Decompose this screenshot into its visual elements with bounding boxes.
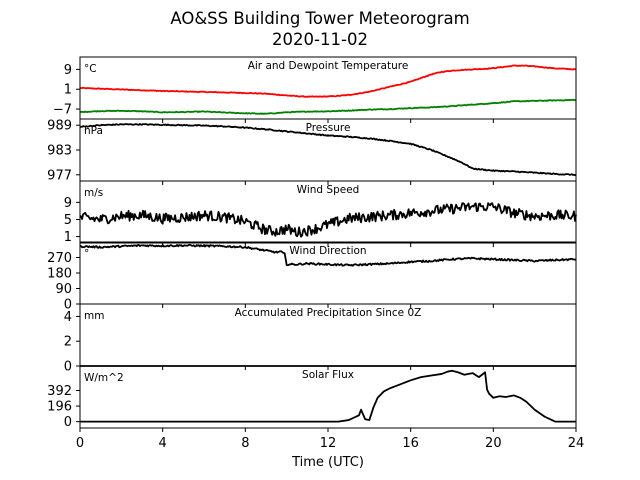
- y-tick-label: 1: [64, 83, 72, 98]
- panel-unit: °: [84, 248, 89, 260]
- panel-unit: m/s: [84, 187, 103, 199]
- x-tick-label: 20: [485, 436, 502, 451]
- y-tick-label: 0: [64, 360, 72, 375]
- chart-title: AO&SS Building Tower Meteorogram: [170, 9, 469, 28]
- x-tick-label: 0: [76, 436, 84, 451]
- x-tick-label: 8: [241, 436, 249, 451]
- y-tick-label: 977: [47, 168, 72, 183]
- y-tick-label: 90: [55, 282, 72, 297]
- y-tick-label: 270: [47, 251, 72, 266]
- panel-title: Pressure: [306, 122, 351, 134]
- series-line-pres: [79, 123, 577, 177]
- y-tick-label: 4: [64, 310, 72, 325]
- y-tick-label: 180: [47, 267, 72, 282]
- panel-title: Accumulated Precipitation Since 0Z: [235, 307, 422, 319]
- panel-title: Air and Dewpoint Temperature: [248, 60, 409, 72]
- x-tick-label: 24: [568, 436, 585, 451]
- panel-5: 0 2 4 Accumulated Precipitation Since 0Z mm: [64, 303, 577, 375]
- y-tick-label: −7: [53, 103, 72, 118]
- series-line-wd: [79, 243, 577, 267]
- y-tick-label: 0: [64, 415, 72, 430]
- x-tick-label: 16: [402, 436, 419, 451]
- chart-subtitle: 2020-11-02: [272, 30, 368, 49]
- y-tick-label: 0: [64, 298, 72, 313]
- y-tick-label: 196: [47, 400, 72, 415]
- x-axis: 0 4 8 12 16 20 24: [76, 436, 584, 451]
- panel-1: −7 1 9 Air and Dewpoint Temperature °C: [53, 56, 577, 123]
- y-tick-label: 989: [47, 119, 72, 134]
- y-tick-label: 5: [64, 213, 72, 228]
- series-line-air: [79, 64, 577, 98]
- y-tick-label: 1: [64, 230, 72, 245]
- series-line-ws: [79, 202, 577, 238]
- x-tick-label: 12: [320, 436, 337, 451]
- x-axis-label: Time (UTC): [291, 455, 364, 470]
- y-tick-label: 9: [64, 63, 72, 78]
- y-tick-label: 9: [64, 196, 72, 211]
- y-tick-label: 392: [47, 384, 72, 399]
- panel-unit: hPa: [84, 125, 103, 137]
- panel-title: Wind Direction: [289, 245, 366, 257]
- panel-unit: °C: [84, 63, 97, 75]
- panel-title: Solar Flux: [302, 369, 354, 381]
- panels-group: −7 1 9 Air and Dewpoint Temperature °C 977 983…: [47, 56, 577, 432]
- panel-3: 1 5 9 Wind Speed m/s: [64, 180, 577, 247]
- y-tick-label: 983: [47, 144, 72, 159]
- panel-2: 977 983 989 Pressure hPa: [47, 118, 577, 185]
- y-tick-label: 2: [64, 335, 72, 350]
- series-line-dew: [79, 98, 577, 115]
- panel-unit: W/m^2: [84, 372, 124, 384]
- panel-title: Wind Speed: [297, 184, 360, 196]
- panel-unit: mm: [84, 310, 104, 322]
- x-tick-label: 4: [159, 436, 167, 451]
- series-line-solar: [80, 369, 576, 423]
